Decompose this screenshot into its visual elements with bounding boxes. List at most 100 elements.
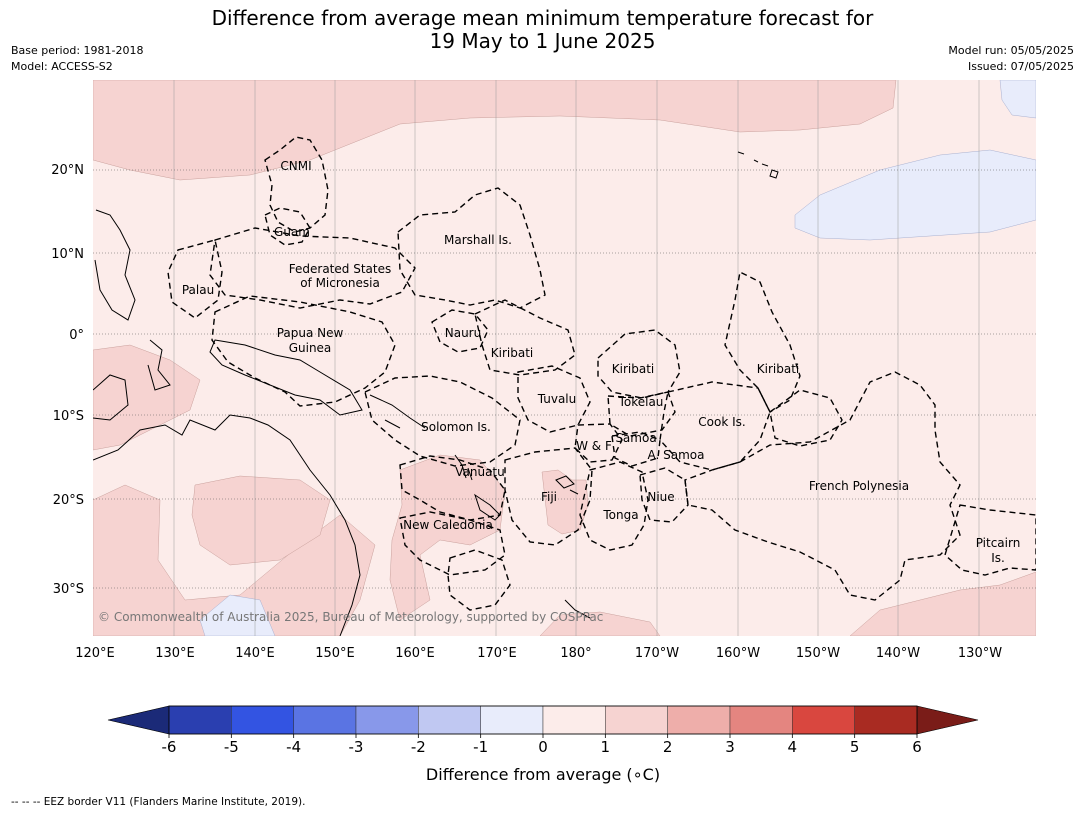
label-kiribati-east: Kiribati (757, 362, 799, 376)
eez-solomon (364, 375, 521, 467)
colorbar-bin (542, 705, 606, 735)
lon-tick: 150°W (796, 646, 840, 661)
eez-wallis-futuna (574, 423, 623, 463)
meta-left: Base period: 1981-2018 Model: ACCESS-S2 (11, 43, 143, 75)
lon-tick-labels: 120°E 130°E 140°E 150°E 160°E 170°E 180°… (75, 646, 1002, 661)
label-png-2: Guinea (289, 341, 332, 355)
coastlines (93, 151, 779, 636)
colorbar-over-arrow (916, 705, 979, 735)
label-pitcairn-2: Is. (991, 551, 1005, 565)
model-run: Model run: 05/05/2025 (948, 44, 1074, 57)
label-pitcairn-1: Pitcairn (976, 536, 1021, 550)
lat-tick: 10°N (51, 247, 84, 262)
chart-title: Difference from average mean minimum tem… (0, 7, 1085, 53)
coast-sulawesi (147, 339, 171, 391)
eez-tuvalu (517, 365, 591, 433)
colorbar-bin (854, 705, 918, 735)
colorbar-bin (418, 705, 481, 735)
eez-fiji (504, 447, 593, 546)
eez-kiribati-w (474, 299, 576, 376)
colorbar-tick-label: -1 (473, 738, 488, 756)
label-kiribati-west: Kiribati (491, 346, 533, 360)
coast-fiji (555, 475, 579, 495)
colorbar-tick-label: -4 (286, 738, 301, 756)
cool-zone-northeast (999, 80, 1036, 119)
lon-tick: 120°E (75, 646, 115, 661)
label-guam: Guam (274, 225, 310, 239)
label-french-polynesia: French Polynesia (809, 479, 909, 493)
eez-footnote: -- -- -- EEZ border V11 (Flanders Marine… (11, 796, 306, 808)
label-cnmi: CNMI (280, 159, 311, 173)
lon-tick: 160°W (716, 646, 760, 661)
lat-tick: 0° (69, 328, 84, 343)
eez-line-islands (769, 389, 843, 447)
label-wallis-futuna: W & F (576, 439, 612, 453)
anomaly-zone-southeast (849, 571, 1036, 636)
label-png-1: Papua New (277, 326, 344, 340)
colorbar-bin (667, 705, 731, 735)
eez-fsm (209, 227, 416, 309)
lat-tick-labels: 20°N 10°N 0° 10°S 20°S 30°S (51, 163, 84, 597)
base-period: Base period: 1981-2018 (11, 44, 144, 57)
issued-date: Issued: 07/05/2025 (967, 60, 1074, 73)
label-new-caledonia: New Caledonia (403, 518, 493, 532)
colorbar-tick-label: -3 (349, 738, 364, 756)
lon-tick: 140°E (235, 646, 275, 661)
colorbar-tick-label: 3 (725, 738, 735, 756)
coast-philippines (94, 209, 136, 321)
label-samoa: Samoa (615, 431, 656, 445)
lon-tick: 170°W (635, 646, 679, 661)
label-fsm-1: Federated States (289, 262, 391, 276)
colorbar-bin (729, 705, 793, 735)
label-tonga: Tonga (602, 508, 638, 522)
lon-tick: 180° (560, 646, 591, 661)
lon-tick: 130°E (155, 646, 195, 661)
meta-right: Model run: 05/05/2025 Issued: 07/05/2025 (948, 43, 1074, 75)
coast-australia (93, 414, 361, 636)
eez-vanuatu (399, 455, 506, 521)
label-nauru: Nauru (445, 326, 481, 340)
label-cook: Cook Is. (698, 415, 745, 429)
colorbar-bin (168, 705, 232, 735)
colorbar-bin (231, 705, 294, 735)
lon-tick: 160°E (395, 646, 435, 661)
copyright-notice: © Commonwealth of Australia 2025, Bureau… (98, 610, 603, 624)
colorbar-bin (605, 705, 668, 735)
colorbar-tick-label: 4 (788, 738, 798, 756)
label-solomon: Solomon Is. (421, 420, 491, 434)
eez-marshall (397, 187, 546, 309)
eez-palau (167, 239, 223, 319)
coast-new-guinea (209, 339, 363, 416)
eez-tokelau (607, 391, 676, 437)
label-marshall: Marshall Is. (444, 233, 512, 247)
colorbar-tick-label: -5 (224, 738, 239, 756)
anomaly-zone-south (539, 611, 661, 636)
eez-new-caledonia (399, 511, 506, 576)
cool-zone-southwest (199, 594, 276, 636)
eez-samoa (611, 431, 661, 467)
label-tuvalu: Tuvalu (537, 392, 577, 406)
title-line-1: Difference from average mean minimum tem… (211, 6, 874, 30)
eez-pitcairn (944, 504, 1036, 576)
eez-borders (167, 136, 1036, 611)
anomaly-zone-north (93, 80, 897, 181)
lon-tick: 130°W (958, 646, 1002, 661)
lat-tick: 30°S (53, 582, 84, 597)
eez-guam (264, 207, 311, 246)
lat-tick: 20°S (53, 493, 84, 508)
lon-tick: 170°E (477, 646, 517, 661)
coast-solomon-is (369, 394, 426, 429)
colorbar-tick-label: -2 (411, 738, 426, 756)
coast-hawaii (737, 151, 779, 179)
colorbar: -6 -5 -4 -3 -2 -1 0 1 2 3 4 5 6 Difference from aver… (107, 705, 979, 784)
coast-borneo (93, 374, 129, 421)
lat-tick: 10°S (53, 409, 84, 424)
colorbar-tick-label: 0 (538, 738, 548, 756)
label-tokelau: Tokelau (618, 395, 664, 409)
eez-png (211, 295, 396, 407)
region-labels: CNMI Guam Marshall Is. Federated States … (182, 159, 1020, 565)
colorbar-tick-label: 1 (601, 738, 611, 756)
colorbar-label: Difference from average (∘C) (426, 765, 660, 784)
anomaly-zone-west (93, 344, 201, 451)
